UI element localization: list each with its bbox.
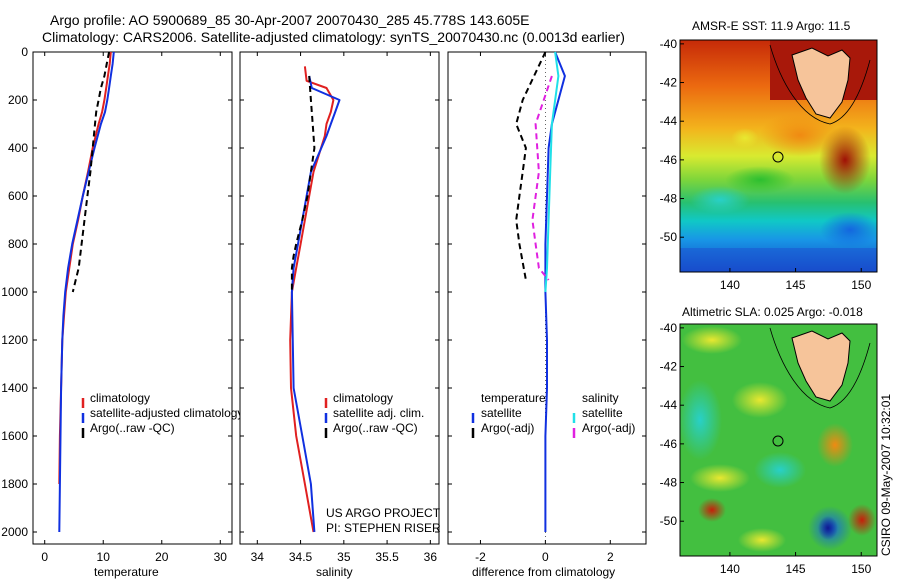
series-line-argo-raw-qc-	[71, 51, 111, 293]
series-line-satellite-adjusted-climatology	[58, 51, 115, 533]
salinity-panel: 34 34.5 35 35.5 36 salinity climatology sate…	[239, 51, 441, 579]
project-label: US ARGO PROJECT	[326, 506, 441, 520]
temperature-axes-frame	[32, 51, 233, 545]
sst-heatmap	[680, 40, 877, 272]
map-y-tick-label: -48	[660, 192, 678, 206]
legend-label-climatology: climatology	[333, 391, 393, 405]
y-tick-label: 200	[8, 93, 28, 107]
difference-series	[515, 51, 566, 532]
y-tick-label: 1400	[1, 381, 28, 395]
temperature-axis-ticks: 0 10 20 30 0 200 400 600 800 1000 1200 1400 1600 1800…	[1, 45, 232, 564]
y-tick-label: 2000	[1, 525, 28, 539]
legend-label-sal-argo: Argo(-adj)	[582, 421, 635, 435]
map-y-tick-label: -40	[660, 321, 678, 335]
series-line-temperature-satellite	[544, 51, 566, 532]
y-tick-label: 1600	[1, 429, 28, 443]
difference-panel: -2 0 2 difference from climatology tempera…	[447, 51, 647, 579]
temperature-legend: climatology satellite-adjusted climatolo…	[81, 391, 243, 438]
salinity-legend: climatology satellite adj. clim. Argo(..…	[324, 391, 424, 438]
sla-map-panel: Altimetric SLA: 0.025 Argo: -0.018 140 14…	[660, 305, 878, 576]
salinity-series	[289, 66, 341, 533]
temperature-xlabel: temperature	[94, 565, 159, 579]
map-y-tick-label: -46	[660, 437, 678, 451]
difference-legend: temperature satellite Argo(-adj) salinit…	[471, 391, 635, 438]
map-x-tick-label: 145	[786, 562, 806, 576]
difference-xlabel: difference from climatology	[472, 565, 615, 579]
x-tick-label: 34	[251, 550, 265, 564]
sst-map-ticks: 140 145 150 -40 -42 -44 -46 -48 -50	[660, 37, 872, 292]
sla-map-title: Altimetric SLA: 0.025 Argo: -0.018	[682, 305, 863, 319]
tasmania-landmass	[791, 330, 851, 402]
x-tick-label: 2	[607, 550, 614, 564]
sst-map-frame	[679, 39, 878, 273]
salinity-axes-frame	[239, 51, 440, 545]
sla-map-ticks: 140 145 150 -40 -42 -44 -46 -48 -50	[660, 321, 872, 576]
pi-label: PI: STEPHEN RISER	[326, 521, 441, 535]
x-tick-label: 35	[337, 550, 351, 564]
figure-title-line-2: Climatology: CARS2006. Satellite-adjuste…	[42, 29, 625, 45]
series-line-salinity-argo-adj-	[531, 75, 553, 281]
legend-label-satellite: satellite-adjusted climatology	[90, 406, 243, 420]
map-y-tick-label: -50	[660, 230, 678, 244]
legend-label-temp-argo: Argo(-adj)	[481, 421, 534, 435]
sst-map-title: AMSR-E SST: 11.9 Argo: 11.5	[692, 19, 851, 33]
map-y-tick-label: -44	[660, 114, 678, 128]
legend-label-sal-satellite: satellite	[582, 406, 623, 420]
x-tick-label: 35.5	[375, 550, 399, 564]
series-line-temperature-argo-adj-	[515, 51, 547, 281]
map-y-tick-label: -40	[660, 37, 678, 51]
temperature-panel: 0 10 20 30 0 200 400 600 800 1000 1200 1400 1600 1800…	[1, 45, 243, 579]
map-x-tick-label: 150	[851, 278, 871, 292]
y-tick-label: 1800	[1, 477, 28, 491]
map-y-tick-label: -42	[660, 360, 678, 374]
y-tick-label: 0	[21, 45, 28, 59]
y-tick-label: 600	[8, 189, 28, 203]
map-y-tick-label: -46	[660, 153, 678, 167]
legend-header-salinity: salinity	[582, 391, 619, 405]
x-tick-label: 30	[214, 550, 228, 564]
map-y-tick-label: -42	[660, 76, 678, 90]
x-tick-label: 36	[424, 550, 438, 564]
profile-location-marker	[772, 151, 784, 163]
profile-location-marker	[772, 435, 784, 447]
map-y-tick-label: -48	[660, 476, 678, 490]
sla-map-frame	[679, 323, 878, 557]
figure-title-line-1: Argo profile: AO 5900689_85 30-Apr-2007 …	[50, 12, 530, 28]
x-tick-label: 34.5	[289, 550, 313, 564]
series-line-salinity-satellite	[544, 51, 560, 293]
legend-label-satellite: satellite adj. clim.	[333, 406, 424, 420]
legend-label-temp-satellite: satellite	[481, 406, 522, 420]
map-x-tick-label: 140	[720, 278, 740, 292]
salinity-axis-ticks: 34 34.5 35 35.5 36	[240, 51, 439, 564]
x-tick-label: 0	[542, 550, 549, 564]
x-tick-label: -2	[475, 550, 486, 564]
sst-map-panel: AMSR-E SST: 11.9 Argo: 11.5 140 145 150 -40…	[660, 19, 878, 292]
legend-label-argo: Argo(..raw -QC)	[90, 421, 175, 435]
temperature-series	[58, 51, 115, 533]
legend-label-argo: Argo(..raw -QC)	[333, 421, 418, 435]
map-x-tick-label: 145	[786, 278, 806, 292]
map-x-tick-label: 140	[720, 562, 740, 576]
difference-axes-frame	[447, 51, 647, 545]
legend-label-climatology: climatology	[90, 391, 150, 405]
salinity-xlabel: salinity	[316, 565, 353, 579]
x-tick-label: 10	[97, 550, 111, 564]
tasmania-landmass	[791, 47, 851, 119]
y-tick-label: 800	[8, 237, 28, 251]
x-tick-label: 20	[155, 550, 169, 564]
y-tick-label: 1200	[1, 333, 28, 347]
y-tick-label: 1000	[1, 285, 28, 299]
series-line-argo-raw-qc-	[290, 75, 316, 292]
map-y-tick-label: -44	[660, 398, 678, 412]
map-y-tick-label: -50	[660, 514, 678, 528]
sla-heatmap	[680, 324, 877, 556]
legend-header-temperature: temperature	[481, 391, 546, 405]
x-tick-label: 0	[41, 550, 48, 564]
map-x-tick-label: 150	[851, 562, 871, 576]
difference-axis-ticks: -2 0 2	[448, 51, 646, 564]
y-tick-label: 400	[8, 141, 28, 155]
